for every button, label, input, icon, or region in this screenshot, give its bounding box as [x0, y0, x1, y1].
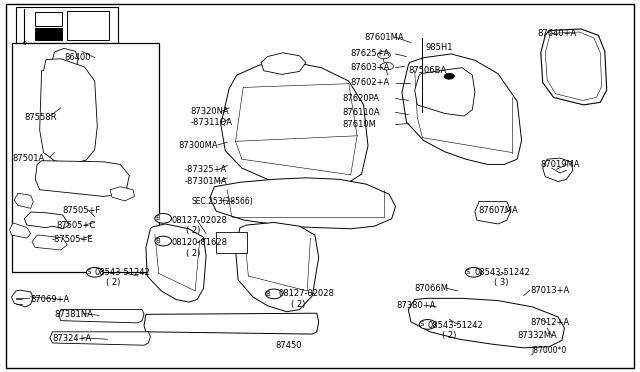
- Polygon shape: [14, 193, 33, 208]
- Text: ( 2): ( 2): [186, 249, 200, 258]
- Text: ( 2): ( 2): [442, 331, 456, 340]
- Circle shape: [378, 51, 390, 59]
- Polygon shape: [59, 310, 144, 323]
- Text: 86400: 86400: [64, 53, 90, 62]
- Text: S: S: [419, 321, 424, 327]
- Circle shape: [381, 62, 394, 70]
- Text: 08120-81628: 08120-81628: [172, 238, 228, 247]
- Bar: [35, 12, 62, 26]
- Text: 87300MA: 87300MA: [178, 141, 218, 150]
- Text: 87069+A: 87069+A: [31, 295, 70, 304]
- Text: ( 2): ( 2): [291, 300, 305, 309]
- Text: 87506BA: 87506BA: [408, 66, 447, 75]
- Text: J87000*0: J87000*0: [531, 346, 566, 355]
- Polygon shape: [408, 298, 564, 348]
- Polygon shape: [210, 178, 396, 229]
- Text: 87505+F: 87505+F: [63, 206, 101, 215]
- Polygon shape: [10, 223, 31, 238]
- Text: 87607MA: 87607MA: [479, 206, 518, 215]
- Bar: [16, 7, 118, 43]
- Text: 87012+A: 87012+A: [530, 318, 569, 327]
- Text: S: S: [465, 269, 470, 275]
- Text: -87325+A: -87325+A: [184, 165, 227, 174]
- Text: 08543-51242: 08543-51242: [428, 321, 483, 330]
- Text: 08127-02028: 08127-02028: [172, 216, 227, 225]
- Text: 87332MA: 87332MA: [517, 331, 557, 340]
- Polygon shape: [35, 161, 129, 196]
- Circle shape: [155, 214, 172, 223]
- Bar: [67, 11, 109, 40]
- Text: 08127-02028: 08127-02028: [278, 289, 334, 298]
- Polygon shape: [475, 202, 511, 224]
- Text: 87013+A: 87013+A: [530, 286, 569, 295]
- Polygon shape: [110, 187, 134, 201]
- Polygon shape: [24, 212, 69, 229]
- Text: 87620PA: 87620PA: [342, 94, 380, 103]
- Text: ( 2): ( 2): [106, 278, 120, 287]
- Text: 87019MA: 87019MA: [541, 160, 580, 169]
- Circle shape: [86, 267, 103, 277]
- Text: B: B: [266, 291, 270, 297]
- Polygon shape: [40, 59, 97, 163]
- Text: S: S: [86, 269, 91, 275]
- Polygon shape: [543, 158, 573, 182]
- Polygon shape: [12, 290, 33, 307]
- Polygon shape: [261, 53, 306, 74]
- Text: 87066M: 87066M: [415, 284, 449, 293]
- Polygon shape: [221, 61, 368, 187]
- Text: -87301MA: -87301MA: [184, 177, 227, 186]
- Text: SEC.253(28566): SEC.253(28566): [192, 197, 253, 206]
- Circle shape: [465, 267, 482, 277]
- Text: 87602+A: 87602+A: [351, 78, 390, 87]
- Text: 87603+A: 87603+A: [351, 63, 390, 72]
- Text: 87501A: 87501A: [13, 154, 45, 163]
- Bar: [216, 232, 247, 253]
- Text: 876110A: 876110A: [342, 108, 380, 117]
- Text: -87311QA: -87311QA: [191, 118, 233, 127]
- Text: -87505+E: -87505+E: [51, 235, 93, 244]
- Polygon shape: [52, 48, 78, 74]
- Bar: [35, 28, 62, 40]
- Text: 87320NA: 87320NA: [191, 107, 230, 116]
- Text: 985H1: 985H1: [426, 43, 453, 52]
- Text: 87324+A: 87324+A: [52, 334, 92, 343]
- Text: 08543-51242: 08543-51242: [475, 268, 531, 277]
- Text: B: B: [155, 215, 159, 221]
- Polygon shape: [144, 313, 319, 334]
- Text: 87380+A: 87380+A: [397, 301, 436, 310]
- Text: 87625+A: 87625+A: [351, 49, 390, 58]
- Text: B: B: [155, 238, 159, 244]
- Text: 87640+A: 87640+A: [538, 29, 577, 38]
- Circle shape: [266, 289, 282, 299]
- Text: 0: 0: [22, 41, 26, 46]
- Polygon shape: [541, 29, 607, 105]
- Text: 08543-51242: 08543-51242: [95, 268, 150, 277]
- Circle shape: [155, 236, 172, 246]
- Polygon shape: [50, 332, 150, 345]
- Polygon shape: [402, 54, 522, 164]
- Text: 87610M: 87610M: [342, 120, 376, 129]
- Text: 87381NA: 87381NA: [54, 310, 93, 319]
- Polygon shape: [146, 224, 206, 302]
- Circle shape: [419, 320, 436, 329]
- Text: 87601MA: 87601MA: [365, 33, 404, 42]
- Polygon shape: [32, 235, 67, 250]
- Text: 87505+C: 87505+C: [56, 221, 95, 230]
- Polygon shape: [415, 68, 475, 116]
- Circle shape: [444, 73, 454, 79]
- Text: 87558R: 87558R: [24, 113, 57, 122]
- Text: 87450: 87450: [275, 341, 301, 350]
- Bar: [12, 43, 159, 272]
- Text: ( 2): ( 2): [186, 226, 200, 235]
- Polygon shape: [236, 222, 319, 312]
- Text: ( 3): ( 3): [494, 278, 509, 287]
